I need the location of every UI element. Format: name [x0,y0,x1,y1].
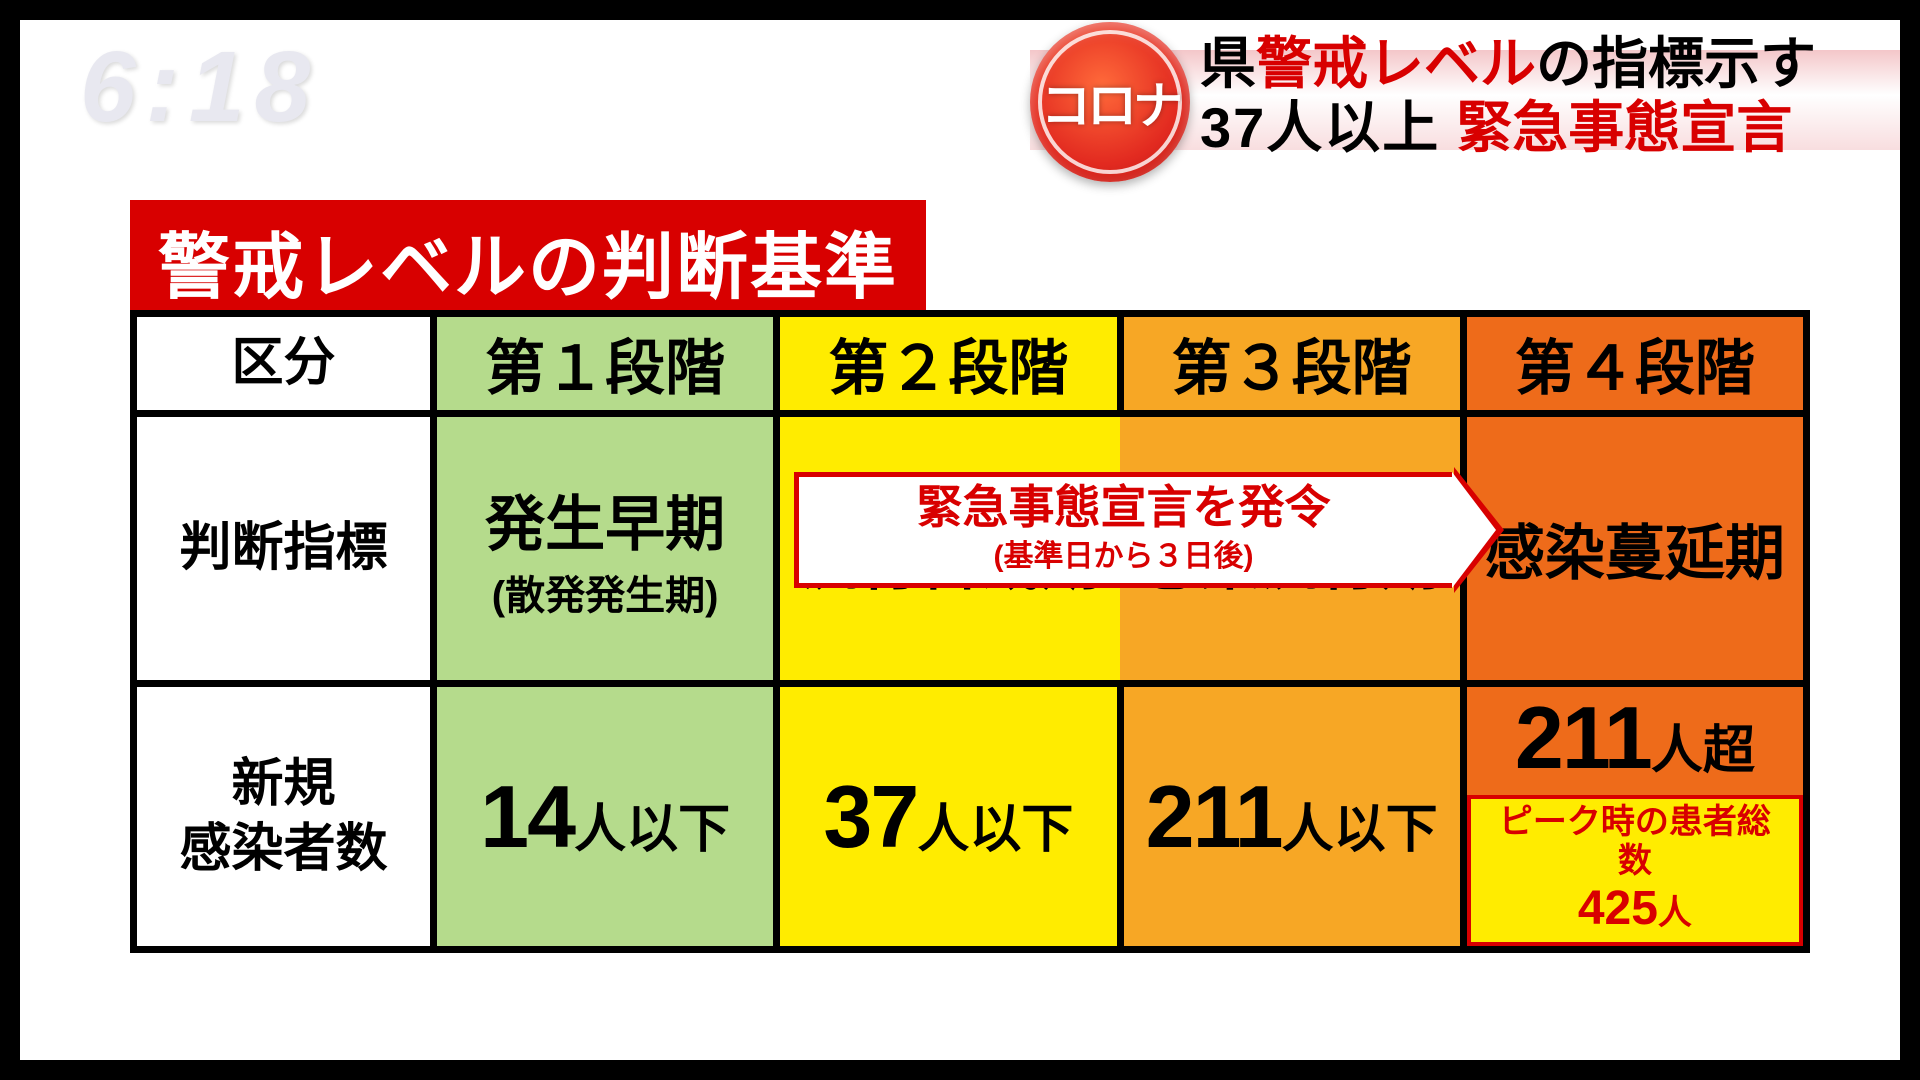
row-count-label-l2: 感染者数 [179,820,387,878]
row-indicator-label: 判断指標 [134,414,434,684]
corner-label: 区分 [134,314,434,414]
stage1-header: 第１段階 [434,314,777,414]
stage1-indicator-main: 発生早期 [443,476,767,563]
alert-table: 区分 第１段階 第２段階 第３段階 第４段階 判断指標 発生早期 (散発発生期)… [130,310,1810,953]
stage3-count-num: 211 [1146,767,1282,866]
stage3-count-unit: 人以下 [1282,801,1438,859]
stage4-count-num: 211 [1515,688,1651,787]
headline-pref: 県 [1200,32,1256,95]
emergency-main: 緊急事態宣言を発令 [813,483,1434,531]
headline: 県警戒レベルの指標示す 37人以上緊急事態宣言 [1200,32,1816,161]
headline-rest: の指標示す [1536,32,1816,95]
row-count-label: 新規 感染者数 [134,684,434,950]
stage4-header: 第４段階 [1463,314,1806,414]
stage1-count: 14人以下 [434,684,777,950]
stage3-header: 第３段階 [1120,314,1463,414]
stage2-header: 第２段階 [777,314,1120,414]
stage2-indicator: 流行警戒期 緊急事態宣言を発令 (基準日から３日後) [777,414,1120,684]
peak-label: ピーク時の患者総数 [1499,803,1771,880]
peak-num: 425 [1578,882,1658,935]
stage1-count-unit: 人以下 [574,801,730,859]
stage2-count: 37人以下 [777,684,1120,950]
peak-box: ピーク時の患者総数 425人 [1467,795,1803,946]
emergency-sub: (基準日から３日後) [813,531,1434,575]
badge-label: コロナ [1030,22,1190,182]
peak-unit: 人 [1658,894,1692,932]
corona-badge: コロナ [1030,22,1190,182]
stage4-count: 211人超 ピーク時の患者総数 425人 [1463,684,1806,950]
stage2-count-unit: 人以下 [917,801,1073,859]
headline-threshold: 37人以上 [1200,96,1440,159]
stage2-count-num: 37 [823,767,917,866]
emergency-arrow: 緊急事態宣言を発令 (基準日から３日後) [794,472,1452,588]
clock-time: 6:18 [80,30,320,145]
stage1-indicator: 発生早期 (散発発生期) [434,414,777,684]
stage4-indicator: 感染蔓延期 [1463,414,1806,684]
stage3-count: 211人以下 [1120,684,1463,950]
top-banner: コロナ 県警戒レベルの指標示す 37人以上緊急事態宣言 [1030,20,1900,180]
stage4-indicator-main: 感染蔓延期 [1467,505,1803,592]
stage4-count-unit: 人超 [1651,722,1755,780]
stage1-count-num: 14 [480,767,574,866]
stage1-indicator-sub: (散発発生期) [443,563,767,621]
section-title: 警戒レベルの判断基準 [130,200,926,323]
row-count-label-l1: 新規 [231,755,335,813]
headline-alert: 警戒レベル [1256,32,1536,95]
headline-emergency: 緊急事態宣言 [1456,96,1792,159]
